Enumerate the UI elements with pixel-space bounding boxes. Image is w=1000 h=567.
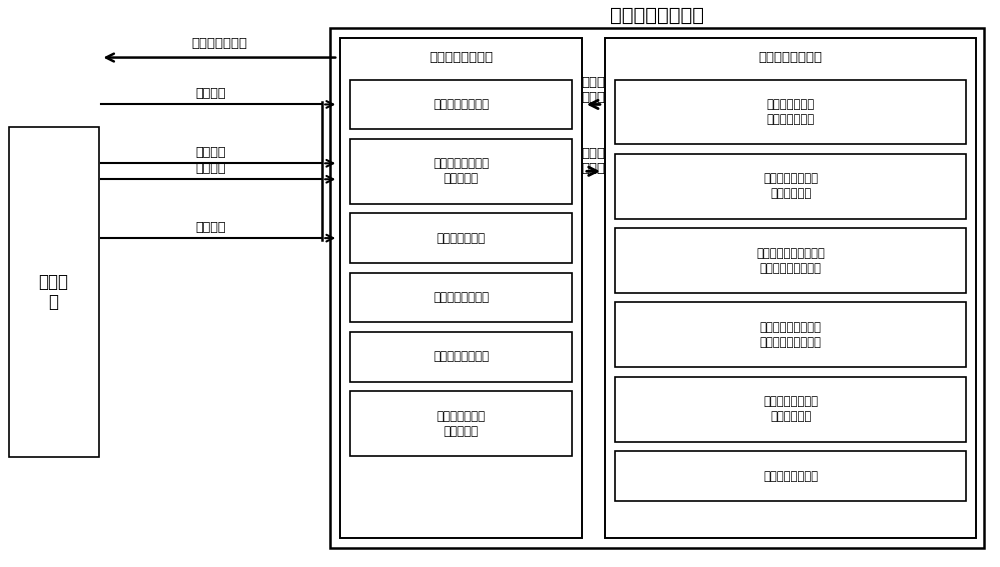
Bar xyxy=(350,273,572,323)
Bar xyxy=(350,213,572,263)
Bar xyxy=(615,154,966,219)
Text: 本地电池管理系统: 本地电池管理系统 xyxy=(429,51,493,64)
Bar xyxy=(340,37,582,539)
Text: 基于数据挖掘算法的电
池健康状态评估模块: 基于数据挖掘算法的电 池健康状态评估模块 xyxy=(756,247,825,274)
Bar xyxy=(350,391,572,456)
Text: 评估结果传输模块: 评估结果传输模块 xyxy=(763,469,818,483)
Bar xyxy=(615,79,966,145)
Text: 评估结
果反馈: 评估结 果反馈 xyxy=(581,77,605,104)
Text: 电池数据上传模块: 电池数据上传模块 xyxy=(433,350,489,363)
Text: 充放电管理模块: 充放电管理模块 xyxy=(437,231,486,244)
Text: 电池组潜在风险预
警和处置模块: 电池组潜在风险预 警和处置模块 xyxy=(763,395,818,423)
Bar xyxy=(615,302,966,367)
Bar xyxy=(615,451,966,501)
Text: 电池数据库数据
归类和分析模块: 电池数据库数据 归类和分析模块 xyxy=(767,98,815,126)
Text: 电流数据: 电流数据 xyxy=(195,162,226,175)
Text: 电压数据: 电压数据 xyxy=(195,87,226,100)
Bar xyxy=(605,37,976,539)
Bar xyxy=(350,332,572,382)
Text: 荷电状态和功率状
态估计模块: 荷电状态和功率状 态估计模块 xyxy=(433,157,489,185)
Bar xyxy=(350,139,572,204)
Text: 广义电池管理系统: 广义电池管理系统 xyxy=(610,6,704,25)
Text: 电池系
统: 电池系 统 xyxy=(39,273,69,311)
Bar xyxy=(350,79,572,129)
Bar xyxy=(9,128,99,456)
Text: 离线状态评估结
果接收模块: 离线状态评估结 果接收模块 xyxy=(437,409,486,438)
Text: 电池数
据上传: 电池数 据上传 xyxy=(581,147,605,175)
Text: 电池特征参数演变
规律分析模块: 电池特征参数演变 规律分析模块 xyxy=(763,172,818,200)
Text: 本地充放电管理: 本地充放电管理 xyxy=(191,37,247,50)
Text: 温度数据: 温度数据 xyxy=(195,221,226,234)
Bar xyxy=(615,228,966,293)
Bar xyxy=(615,376,966,442)
Text: 容量数据: 容量数据 xyxy=(195,146,226,159)
Text: 离线状态评估系统: 离线状态评估系统 xyxy=(759,51,823,64)
Text: 充放电控制参数及管
理策略动态更新模块: 充放电控制参数及管 理策略动态更新模块 xyxy=(760,321,822,349)
Text: 电池参数检测模块: 电池参数检测模块 xyxy=(433,98,489,111)
Bar xyxy=(330,28,984,548)
Text: 电池数据筛选模块: 电池数据筛选模块 xyxy=(433,291,489,304)
